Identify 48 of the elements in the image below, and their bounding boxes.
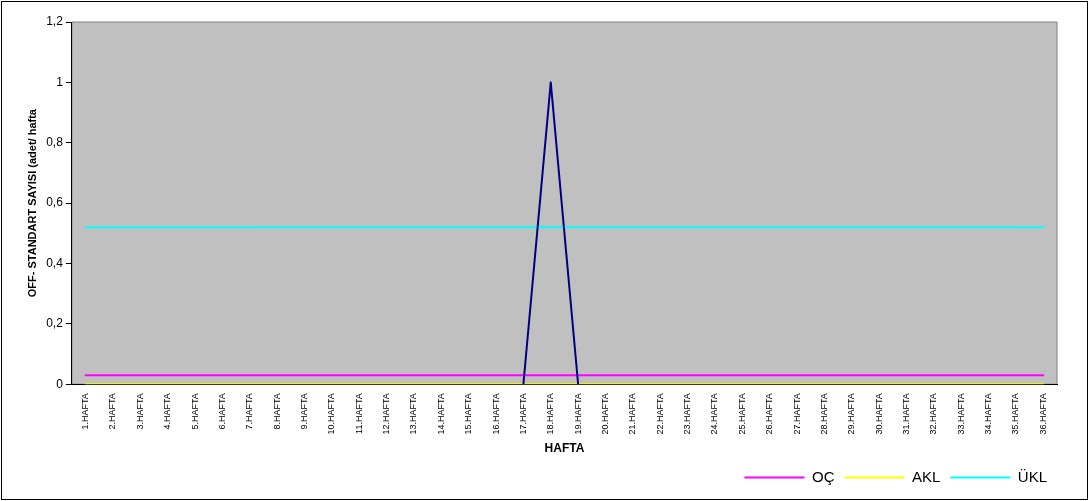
y-tick-label: 0,4 — [46, 255, 64, 270]
x-tick-label: 8.HAFTA — [271, 393, 282, 430]
x-tick-label: 9.HAFTA — [298, 393, 309, 430]
x-tick-label: 31.HAFTA — [900, 393, 911, 435]
x-axis-title: HAFTA — [544, 441, 585, 456]
x-tick-label: 25.HAFTA — [736, 393, 747, 435]
x-tick-label: 24.HAFTA — [709, 393, 720, 435]
x-tick-label: 27.HAFTA — [791, 393, 802, 435]
x-tick-label: 23.HAFTA — [682, 393, 693, 435]
x-tick-label: 12.HAFTA — [381, 393, 392, 435]
x-tick-label: 16.HAFTA — [490, 393, 501, 435]
x-tick-label: 11.HAFTA — [353, 393, 364, 434]
x-tick-label: 14.HAFTA — [435, 393, 446, 435]
x-tick-label: 15.HAFTA — [463, 393, 474, 435]
y-tick-label: 1 — [56, 74, 64, 89]
x-tick-label: 35.HAFTA — [1010, 393, 1021, 435]
x-tick-label: 26.HAFTA — [764, 393, 775, 435]
x-tick-label: 1.HAFTA — [80, 393, 91, 430]
x-tick-label: 32.HAFTA — [928, 393, 939, 435]
x-tick-label: 5.HAFTA — [189, 393, 200, 430]
y-axis-title: OFF- STANDART SAYISI (adet/ hafta — [25, 108, 38, 298]
x-tick-label: 20.HAFTA — [599, 393, 610, 435]
x-tick-label: 22.HAFTA — [654, 393, 665, 435]
x-tick-label: 7.HAFTA — [244, 393, 255, 430]
x-tick-label: 10.HAFTA — [326, 393, 337, 435]
x-tick-label: 3.HAFTA — [134, 393, 145, 430]
x-tick-label: 29.HAFTA — [846, 393, 857, 435]
y-tick-label: 0 — [56, 376, 64, 391]
x-tick-label: 28.HAFTA — [818, 393, 829, 435]
x-tick-label: 30.HAFTA — [873, 393, 884, 435]
x-tick-label: 34.HAFTA — [983, 393, 994, 435]
x-tick-label: 17.HAFTA — [517, 393, 528, 435]
legend-label: OÇ — [811, 467, 835, 485]
y-tick-label: 0,2 — [46, 316, 64, 331]
x-tick-label: 33.HAFTA — [955, 393, 966, 435]
x-tick-label: 21.HAFTA — [627, 393, 638, 435]
y-tick-label: 0,8 — [46, 135, 64, 150]
x-tick-label: 2.HAFTA — [107, 393, 118, 430]
x-tick-label: 36.HAFTA — [1037, 393, 1048, 435]
y-tick-label: 1,2 — [46, 14, 64, 29]
x-tick-label: 4.HAFTA — [162, 393, 173, 430]
y-tick-label: 0,6 — [46, 195, 64, 210]
x-tick-label: 18.HAFTA — [545, 393, 556, 435]
x-tick-label: 19.HAFTA — [572, 393, 583, 435]
x-tick-label: 13.HAFTA — [408, 393, 419, 435]
x-tick-label: 6.HAFTA — [216, 393, 227, 430]
legend-label: AKL — [911, 467, 941, 485]
legend-label: ÜKL — [1017, 467, 1048, 485]
